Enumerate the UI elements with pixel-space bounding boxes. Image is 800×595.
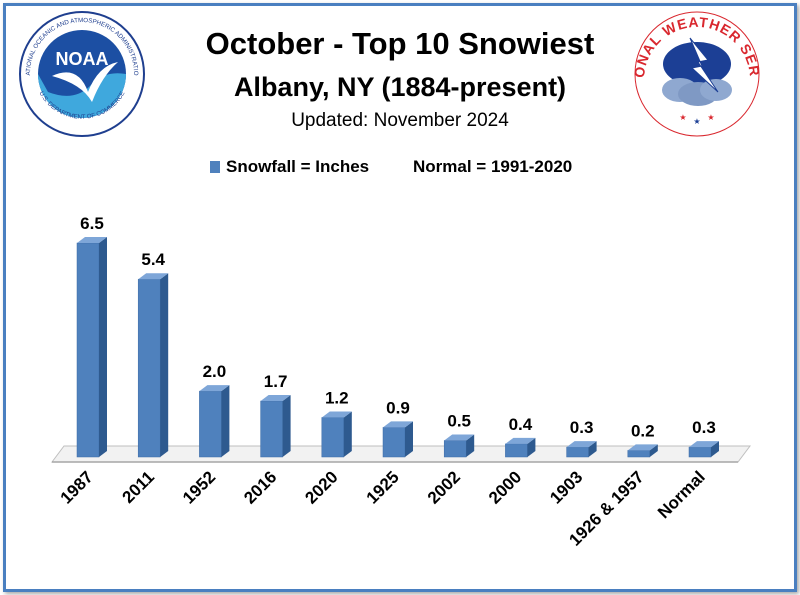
legend-series-label: Snowfall = Inches — [226, 157, 370, 176]
chart-title: October - Top 10 Snowiest — [205, 26, 595, 61]
bar-side — [588, 441, 597, 457]
category-label: 1925 — [363, 467, 403, 507]
bars-group — [76, 237, 719, 458]
bar-side — [99, 237, 107, 457]
star-icon: ★ — [707, 113, 714, 122]
bar-side — [649, 444, 658, 457]
bar-side — [711, 441, 719, 457]
bar-2000 — [505, 437, 536, 458]
bar-front — [260, 400, 283, 458]
bar-top — [689, 441, 719, 448]
bar-front — [199, 390, 222, 458]
bar-side — [343, 411, 352, 457]
bar-1952 — [199, 385, 230, 458]
bar-value-label: 5.4 — [141, 250, 165, 269]
category-label: 1987 — [57, 467, 97, 507]
bar-side — [527, 437, 536, 457]
bar-value-label: 1.7 — [264, 372, 288, 391]
category-labels-group: 1987 2011 1952 2016 2020 1925 2002 2000 19031926… — [57, 467, 709, 549]
bar-value-label: 0.3 — [692, 418, 716, 437]
bar-value-label: 0.2 — [631, 421, 655, 440]
bar-top — [260, 395, 291, 402]
bar-side — [405, 421, 413, 457]
category-label: Normal — [654, 467, 709, 522]
bar-value-label: 0.5 — [447, 412, 471, 431]
star-icon: ★ — [679, 113, 686, 122]
bar-top — [444, 434, 475, 441]
bar-value-label: 6.5 — [80, 214, 104, 233]
bar-2020 — [321, 411, 352, 458]
bar-1925 — [382, 421, 413, 458]
category-label: 2002 — [424, 467, 464, 507]
bar-value-label: 2.0 — [203, 362, 227, 381]
bar-value-label: 0.4 — [509, 415, 533, 434]
bar-2016 — [260, 395, 291, 458]
bar-front — [505, 443, 528, 458]
nws-logo: NATIONAL WEATHER SERVICE ★ ★ ★ — [632, 10, 762, 137]
star-icon: ★ — [693, 117, 700, 126]
category-label: 1903 — [546, 467, 586, 507]
bar-2002 — [443, 434, 475, 458]
category-label: 2000 — [485, 467, 525, 507]
bar-value-label: 1.2 — [325, 388, 349, 407]
bar-top — [321, 411, 352, 418]
bar-front — [443, 440, 467, 458]
bar-side — [282, 395, 291, 457]
bar-top — [383, 421, 413, 428]
bar-front — [688, 446, 712, 458]
bar-2011 — [137, 273, 169, 458]
bar-top — [505, 437, 536, 444]
category-label: 2020 — [301, 467, 341, 507]
value-labels-group: 6.5 5.4 2.0 1.7 1.2 0.9 0.5 0.4 0.3 0.2 0.3 — [80, 214, 716, 440]
bar-front — [76, 242, 100, 458]
bar-top — [627, 444, 658, 451]
bar-1987 — [76, 237, 107, 458]
bar-side — [466, 434, 475, 457]
noaa-logo: NOAA NATIONAL OCEANIC AND ATMOSPHERIC AD… — [18, 10, 145, 137]
category-label: 2011 — [119, 467, 159, 507]
bar-value-label: 0.9 — [386, 398, 410, 417]
bar-front — [566, 446, 589, 458]
updated-text: Updated: November 2024 — [291, 110, 509, 131]
bar-front — [382, 427, 406, 458]
legend-normal-label: Normal = 1991-2020 — [413, 157, 573, 176]
bar-top — [77, 237, 107, 243]
bar-1903 — [566, 441, 597, 458]
legend-swatch — [210, 161, 220, 173]
category-label: 1952 — [179, 467, 219, 507]
noaa-wordmark: NOAA — [56, 49, 109, 69]
category-label: 2016 — [240, 467, 280, 507]
bar-side — [221, 385, 230, 457]
bar-top — [566, 441, 597, 448]
bar-front — [321, 417, 345, 458]
chart-subtitle: Albany, NY (1884-present) — [233, 72, 567, 102]
bar-normal — [688, 441, 719, 458]
bar-front — [627, 450, 651, 458]
bar-1926-1957 — [627, 444, 658, 458]
bar-top — [199, 385, 230, 392]
bar-side — [160, 273, 169, 457]
bar-front — [137, 278, 161, 458]
bar-value-label: 0.3 — [570, 418, 594, 437]
bar-top — [138, 273, 169, 280]
